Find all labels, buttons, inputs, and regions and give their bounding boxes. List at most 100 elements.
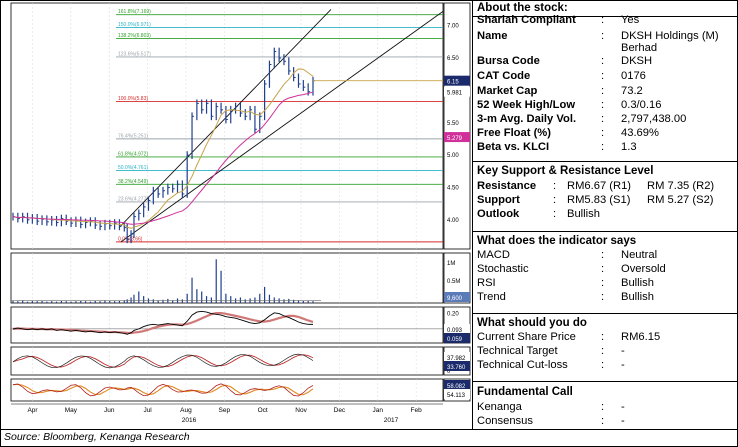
action-technical-target-label: Technical Target [477, 345, 558, 357]
sr-row: Outlook: Bullish [477, 208, 735, 222]
about-52-week-high-low-row: 52 Week High/Low: 0.3/0.16 [477, 99, 735, 113]
about-52-week-high-low-value: 0.3/0.16 [621, 99, 662, 111]
price-axis-tick: 6.50 [447, 56, 459, 62]
about-3-m-avg-daily-vol--label: 3-m Avg. Daily Vol. [477, 113, 577, 125]
last-price-tag: 6.15 [447, 80, 459, 86]
about-52-week-high-low-label: 52 Week High/Low [477, 99, 576, 111]
indicator-macd-row: MACD: Neutral [477, 249, 735, 263]
price-axis-strip [443, 2, 471, 250]
x-tick-label: Apr [27, 407, 38, 414]
about-free-float--label: Free Float (%) [477, 127, 551, 139]
stochastic-tag: 37.982 [447, 356, 466, 362]
colon: : [601, 249, 605, 261]
fundamental-kenanga-label: Kenanga [477, 401, 522, 413]
colon: : [601, 113, 605, 125]
stochastic-axis-tick: 0 [447, 369, 451, 375]
about-bursa-code-value: DKSH [621, 55, 653, 67]
macd-axis-tick: 0.20 [447, 312, 459, 318]
macd-tag: 0.093 [447, 328, 463, 334]
x-tick-label: Oct [258, 407, 268, 414]
long-moving-average-line [12, 91, 314, 225]
divider [473, 16, 737, 17]
upper-channel-line [118, 9, 332, 228]
indicator-rsi-row: RSI: Bullish [477, 277, 735, 291]
macd-panel-frame [10, 306, 444, 344]
colon: : [553, 180, 557, 192]
colon: : [601, 359, 605, 371]
about-cat-code-value: 0176 [621, 70, 646, 82]
about-beta-vs-klci-row: Beta vs. KLCI: 1.3 [477, 141, 735, 155]
about-beta-vs-klci-label: Beta vs. KLCI [477, 141, 550, 153]
x-tick-label: Sep [219, 407, 231, 414]
fundamental-consensus-label: Consensus [477, 415, 533, 427]
about-name-value-line2: Berhad [621, 42, 658, 54]
volume-axis-tick: 1M [447, 261, 455, 267]
divider [473, 313, 737, 314]
indicator-trend-label: Trend [477, 291, 506, 303]
rsi-tag-bg [444, 389, 470, 399]
ma-tag-bg [444, 132, 470, 143]
lower-channel-line [120, 11, 444, 243]
sr-level-2: RM 7.35 (R2) [647, 180, 715, 192]
fundamental-kenanga-row: Kenanga: - [477, 401, 735, 415]
fundamental-consensus-row: Consensus: - [477, 415, 735, 429]
colon: : [601, 127, 605, 139]
about-bursa-code-row: Bursa Code: DKSH [477, 55, 735, 69]
about-title: About the stock: [477, 2, 568, 14]
rsi-panel-frame [10, 378, 444, 402]
colon: : [601, 277, 605, 289]
stochastic-tag: 33.760 [447, 365, 466, 371]
about-cat-code-row: CAT Code: 0176 [477, 70, 735, 84]
about-bursa-code-label: Bursa Code [477, 55, 540, 67]
sr-level-1: RM5.83 (S1) [567, 194, 631, 206]
indicator-trend-row: Trend: Bullish [477, 291, 735, 305]
fib-level-label: 0.0%(3.66) [118, 236, 143, 242]
action-technical-cut-loss-label: Technical Cut-loss [477, 359, 568, 371]
x-tick-label: Nov [295, 407, 307, 414]
fundamental-consensus-value: - [621, 415, 625, 427]
action-current-share-price-row: Current Share Price: RM6.15 [477, 331, 735, 345]
price-axis-tick: 4.50 [447, 186, 459, 192]
colon: : [601, 401, 605, 413]
price-axis-tick: 5.50 [447, 121, 459, 127]
x-tick-label: Feb [411, 407, 423, 414]
short-moving-average-line [12, 68, 314, 229]
year-label: 2016 [182, 417, 197, 424]
about-cat-code-label: CAT Code [477, 70, 531, 82]
volume-axis-tick: 0.5M [447, 279, 460, 285]
macd-tag-bg [444, 324, 470, 334]
fib-level-label: 50.0%(4.761) [118, 165, 148, 171]
fib-level-label: 123.6%(6.517) [118, 51, 151, 57]
fundamental-kenanga-value: - [621, 401, 625, 413]
fib-level-label: 161.8%(7.169) [118, 9, 151, 15]
colon: : [601, 14, 605, 26]
action-title: What should you do [477, 317, 587, 329]
fib-level-label: 23.6%(4.277) [118, 196, 148, 202]
divider [473, 381, 737, 382]
stochastic-k-line [12, 353, 314, 369]
about-shariah-compliant-value: Yes [621, 14, 640, 26]
indicator-macd-value: Neutral [621, 249, 658, 261]
indicator-title: What does the indicator says [477, 235, 637, 247]
rsi-tag: 54.113 [447, 393, 466, 399]
stochastic-d-line [12, 354, 314, 368]
stock-info-panel: About the stock: Shariah Compliant: Yes Na… [472, 0, 737, 430]
divider [473, 161, 737, 162]
sr-label: Outlook [477, 208, 520, 220]
about-market-cap-row: Market Cap: 73.2 [477, 85, 735, 99]
about-name-value: DKSH Holdings (M) [621, 30, 719, 42]
ma-tag: 5.981 [447, 91, 463, 97]
x-tick-label: Dec [334, 407, 346, 414]
about-market-cap-label: Market Cap [477, 85, 538, 97]
stoch-panel-frame [10, 346, 444, 376]
colon: : [601, 99, 605, 111]
colon: : [601, 345, 605, 357]
sr-level-1: Bullish [567, 208, 600, 220]
colon: : [601, 55, 605, 67]
price-axis-tick: 5.00 [447, 153, 459, 159]
action-current-share-price-value: RM6.15 [621, 331, 661, 343]
divider [473, 231, 737, 232]
colon: : [601, 141, 605, 153]
ma-tag: 5.279 [447, 136, 463, 142]
ma-tag-bg [444, 86, 470, 97]
